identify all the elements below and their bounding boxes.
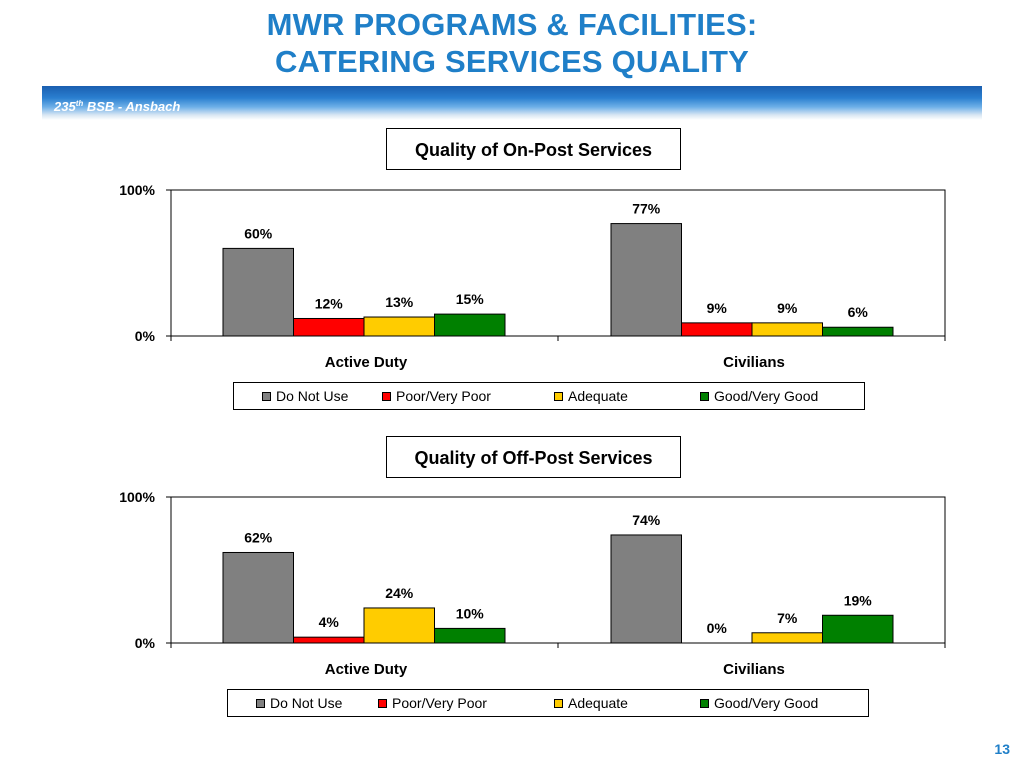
legend-swatch xyxy=(382,391,391,401)
bar xyxy=(751,632,823,644)
banner-unit-number: 235 xyxy=(54,99,76,114)
slide-title-line-2: CATERING SERVICES QUALITY xyxy=(274,44,750,79)
chart-plot: 100% 0% 60% 12% 13% 15% Active Duty 77% 9% 9% 6% Ci… xyxy=(119,182,946,371)
banner-unit-suffix: th xyxy=(75,99,84,108)
y-tick-label: 100% xyxy=(119,489,155,505)
legend-swatch xyxy=(256,698,265,708)
data-label: 15% xyxy=(456,291,485,307)
data-label: 19% xyxy=(844,592,873,608)
legend-label: Good/Very Good xyxy=(714,388,819,404)
slide-title: MWR PROGRAMS & FACILITIES: CATERING SERV… xyxy=(0,6,1024,80)
data-label: 60% xyxy=(244,225,273,241)
data-label: 77% xyxy=(632,201,661,217)
data-label: 6% xyxy=(848,304,869,320)
bar xyxy=(293,636,365,644)
category-label: Civilians xyxy=(723,661,785,678)
legend-item: Good/Very Good xyxy=(700,695,848,711)
chart-title: Quality of Off-Post Services xyxy=(386,436,681,478)
legend-swatch xyxy=(700,391,709,401)
bar xyxy=(610,223,682,337)
category-label: Active Duty xyxy=(325,661,408,678)
plot-area xyxy=(170,496,946,644)
y-tick-label: 100% xyxy=(119,182,155,198)
y-tick-label: 0% xyxy=(135,635,156,651)
legend-swatch xyxy=(554,391,563,401)
legend-label: Poor/Very Poor xyxy=(396,388,491,404)
data-label: 9% xyxy=(707,300,728,316)
data-label: 0% xyxy=(707,620,728,636)
page-number: 13 xyxy=(994,741,1010,757)
data-label: 7% xyxy=(777,610,798,626)
banner-unit-label: 235th BSB - Ansbach xyxy=(54,97,180,114)
data-label: 9% xyxy=(777,300,798,316)
chart-legend: Do Not Use Poor/Very Poor Adequate Good/Ver… xyxy=(227,689,869,717)
legend-label: Do Not Use xyxy=(270,695,343,711)
legend-item: Do Not Use xyxy=(234,388,382,404)
category-label: Civilians xyxy=(723,354,785,371)
legend-swatch xyxy=(554,698,563,708)
chart-legend: Do Not Use Poor/Very Poor Adequate Good/Ver… xyxy=(233,382,865,410)
category-label: Active Duty xyxy=(325,354,408,371)
bar xyxy=(222,551,294,644)
legend-item: Adequate xyxy=(554,388,700,404)
data-label: 62% xyxy=(244,529,273,545)
legend-label: Do Not Use xyxy=(276,388,349,404)
data-label: 4% xyxy=(319,614,340,630)
legend-label: Good/Very Good xyxy=(714,695,819,711)
legend-swatch xyxy=(700,698,709,708)
slide-title-line-1: MWR PROGRAMS & FACILITIES: xyxy=(266,7,758,42)
legend-swatch xyxy=(262,391,271,401)
legend-item: Adequate xyxy=(554,695,700,711)
legend-item: Poor/Very Poor xyxy=(378,695,554,711)
legend-item: Good/Very Good xyxy=(700,388,846,404)
chart-plot: 100% 0% 62% 4% 24% 10% Active Duty 74% 0% 7% 19% Ci… xyxy=(119,489,946,678)
bar xyxy=(434,627,506,644)
data-label: 10% xyxy=(456,605,485,621)
legend-label: Adequate xyxy=(568,388,628,404)
legend-item: Do Not Use xyxy=(228,695,378,711)
data-label: 24% xyxy=(385,585,414,601)
data-label: 13% xyxy=(385,294,414,310)
chart-title: Quality of On-Post Services xyxy=(386,128,681,170)
legend-label: Adequate xyxy=(568,695,628,711)
legend-item: Poor/Very Poor xyxy=(382,388,554,404)
header-banner: 235th BSB - Ansbach xyxy=(42,86,982,120)
y-tick-label: 0% xyxy=(135,328,156,344)
data-label: 74% xyxy=(632,512,661,528)
legend-label: Poor/Very Poor xyxy=(392,695,487,711)
bar xyxy=(222,247,294,337)
bar xyxy=(610,534,682,644)
banner-unit-name: BSB - Ansbach xyxy=(83,99,181,114)
bar xyxy=(822,614,894,644)
bar xyxy=(363,607,435,644)
data-label: 12% xyxy=(315,295,344,311)
legend-swatch xyxy=(378,698,387,708)
